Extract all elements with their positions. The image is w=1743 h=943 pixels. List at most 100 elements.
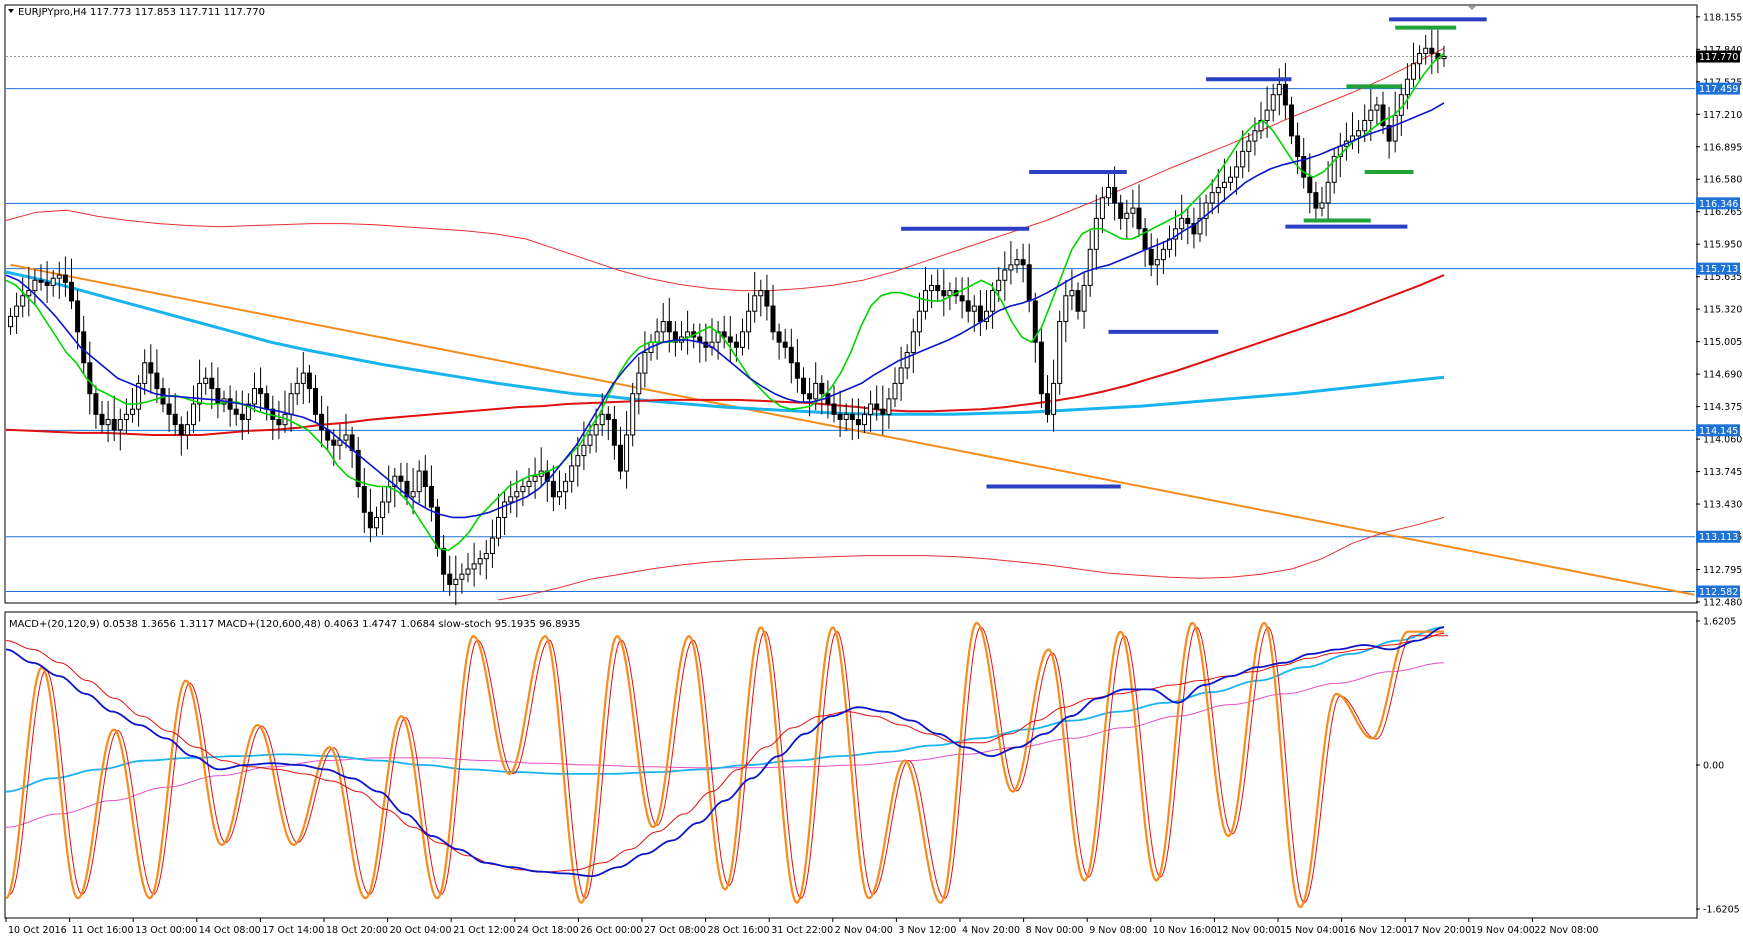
candle-body: [93, 393, 99, 415]
candle-body: [166, 403, 172, 415]
level-price-tag-label: 112.582: [1699, 587, 1738, 598]
candle-body: [404, 480, 410, 498]
candle-body: [1075, 290, 1081, 312]
candle-body: [672, 331, 678, 343]
candle-body: [1295, 135, 1301, 158]
x-tick-label: 3 Nov 12:00: [898, 925, 956, 936]
candle-body: [508, 496, 514, 503]
candle-body: [990, 290, 996, 312]
x-tick-label: 10 Nov 16:00: [1153, 925, 1217, 936]
collapse-triangle-icon[interactable]: [8, 9, 14, 13]
candle-body: [1441, 56, 1447, 60]
candle-body: [892, 382, 898, 400]
candle-body: [477, 558, 483, 565]
candle-body: [550, 480, 556, 498]
candle-body: [721, 331, 727, 338]
candle-body: [971, 305, 977, 312]
y-tick-label: 116.895: [1703, 142, 1742, 153]
candle-body: [1026, 264, 1032, 302]
candle-body: [1063, 295, 1069, 323]
candle-body: [99, 413, 105, 426]
candle-body: [319, 413, 325, 431]
candle-body: [56, 274, 62, 279]
candle-body: [422, 470, 428, 488]
candle-body: [1417, 52, 1423, 65]
candle-body: [575, 455, 581, 467]
candle-body: [117, 418, 123, 431]
candle-body: [1020, 259, 1026, 266]
candle-body: [294, 382, 300, 395]
candle-body: [1246, 140, 1252, 152]
candle-body: [343, 434, 349, 441]
candle-body: [1331, 156, 1337, 183]
candle-body: [1179, 217, 1185, 230]
candle-body: [447, 573, 453, 585]
candle-body: [557, 491, 562, 498]
x-tick-label: 21 Oct 12:00: [453, 925, 515, 936]
candle-body: [593, 424, 599, 436]
candle-body: [227, 398, 233, 410]
candle-body: [380, 501, 386, 518]
candle-body: [1057, 321, 1063, 384]
x-tick-label: 11 Oct 16:00: [72, 925, 134, 936]
chart-shift-marker-icon[interactable]: [1468, 6, 1476, 10]
candle-body: [1386, 125, 1392, 142]
candle-body: [1191, 223, 1197, 235]
candle-body: [471, 563, 477, 570]
candle-body: [801, 377, 806, 395]
candle-body: [727, 336, 733, 343]
candle-body: [489, 537, 495, 555]
candle-body: [624, 434, 630, 472]
candle-body: [916, 310, 922, 333]
candle-body: [416, 470, 422, 493]
candle-body: [740, 331, 745, 348]
candle-body: [428, 486, 434, 508]
candle-body: [136, 382, 142, 410]
candle-body: [611, 418, 617, 446]
level-price-tag: [1696, 530, 1740, 543]
candle-body: [1209, 192, 1215, 204]
candle-body: [1081, 284, 1087, 312]
indicator-layer: [5, 621, 1448, 909]
candle-body: [1203, 202, 1209, 219]
candle-body: [1319, 202, 1325, 209]
candle-body: [20, 295, 26, 307]
y-tick-label: 113.430: [1703, 500, 1742, 511]
ma-slow-line: [5, 274, 1445, 436]
candle-body: [1106, 186, 1111, 199]
candle-body: [1264, 109, 1270, 121]
y-tick-label: 114.690: [1703, 370, 1742, 381]
candle-body: [62, 274, 68, 283]
candle-body: [69, 281, 74, 302]
candle-body: [843, 413, 849, 420]
ma-mid-line: [5, 102, 1445, 519]
candle-body: [374, 516, 379, 529]
candle-body: [1136, 207, 1142, 230]
indicator-y-tick-label: 1.6205: [1703, 616, 1736, 627]
candle-body: [288, 393, 294, 415]
candle-body: [849, 413, 855, 420]
candle-body: [1099, 197, 1105, 219]
candle-body: [459, 573, 465, 580]
candle-body: [1380, 104, 1386, 127]
candle-body: [1240, 150, 1246, 168]
candle-body: [1368, 109, 1374, 121]
candle-body: [514, 491, 520, 498]
candle-body: [203, 377, 209, 384]
candle-body: [1374, 104, 1380, 111]
candle-body: [367, 511, 373, 529]
candle-body: [1252, 130, 1258, 142]
candle-body: [935, 284, 941, 292]
x-tick-label: 15 Nov 04:00: [1280, 925, 1344, 936]
candle-body: [313, 388, 318, 415]
candle-body: [898, 367, 904, 384]
indicator-info: MACD+(20,120,9) 0.0538 1.3656 1.3117 MAC…: [9, 619, 581, 630]
candle-body: [209, 377, 215, 390]
candle-body: [910, 331, 916, 353]
candle-body: [1356, 130, 1362, 137]
stoch-line: [5, 621, 1444, 909]
candle-body: [178, 424, 184, 436]
x-tick-label: 8 Nov 00:00: [1026, 925, 1084, 936]
